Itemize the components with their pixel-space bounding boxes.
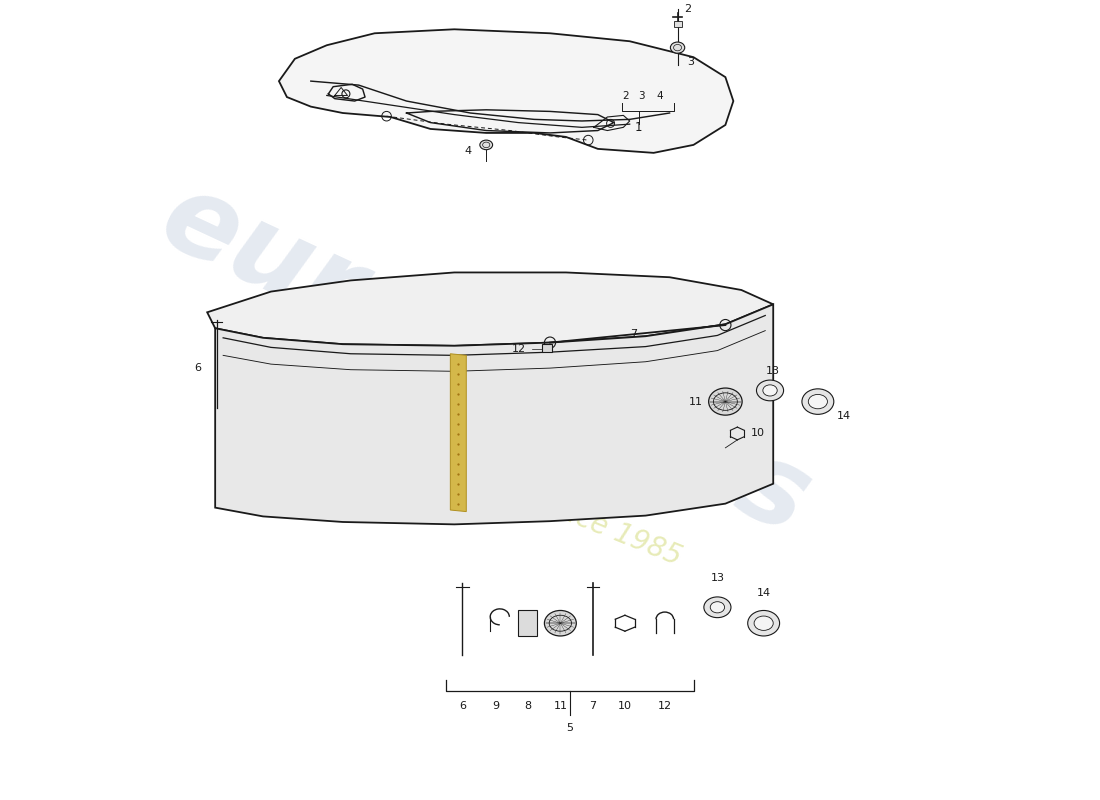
Text: 14: 14 [757,588,771,598]
Text: 3: 3 [638,90,645,101]
Text: 12: 12 [512,344,526,354]
FancyBboxPatch shape [673,21,682,27]
Ellipse shape [544,610,576,636]
FancyBboxPatch shape [542,344,551,352]
Polygon shape [279,30,734,153]
Text: 4: 4 [464,146,472,156]
Text: 5: 5 [566,723,573,733]
Text: a passion for parts since 1985: a passion for parts since 1985 [286,388,686,571]
Text: 2: 2 [623,90,629,101]
Text: 13: 13 [767,366,780,376]
Text: 8: 8 [524,701,531,710]
Text: 1: 1 [635,122,642,134]
Text: 11: 11 [689,397,703,406]
Text: 14: 14 [837,411,851,421]
Text: 6: 6 [194,363,201,373]
Text: 11: 11 [553,701,568,710]
Text: 13: 13 [711,574,725,583]
Polygon shape [207,273,773,346]
Ellipse shape [755,616,773,630]
Ellipse shape [480,140,493,150]
Text: 9: 9 [492,701,499,710]
Ellipse shape [711,602,725,613]
Ellipse shape [670,42,684,54]
Text: 2: 2 [684,4,691,14]
Text: 3: 3 [688,57,694,67]
Text: 12: 12 [658,701,672,710]
Ellipse shape [708,388,742,415]
Ellipse shape [802,389,834,414]
Text: 10: 10 [751,429,764,438]
Ellipse shape [808,394,827,409]
Polygon shape [216,304,773,524]
Ellipse shape [763,385,778,396]
Text: 7: 7 [590,701,596,710]
Ellipse shape [748,610,780,636]
Ellipse shape [757,380,783,401]
Text: eurospares: eurospares [145,163,827,557]
Polygon shape [450,354,466,512]
Ellipse shape [704,597,732,618]
Text: 10: 10 [618,701,631,710]
Text: 7: 7 [629,329,637,338]
FancyBboxPatch shape [518,610,537,636]
Text: 6: 6 [459,701,465,710]
Text: 4: 4 [657,90,663,101]
